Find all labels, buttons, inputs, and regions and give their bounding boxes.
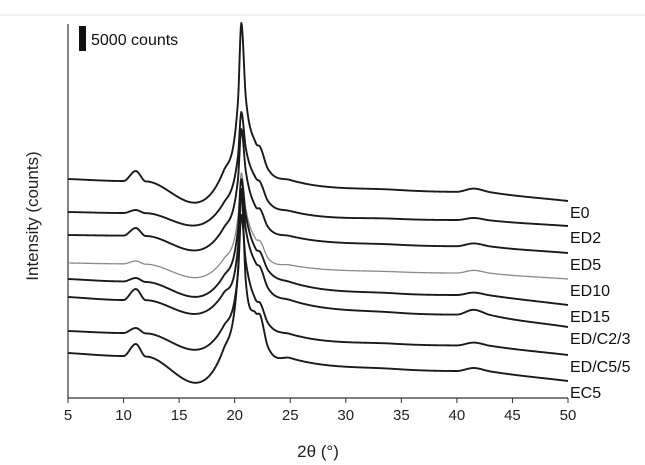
series-line-ed10 [67,172,569,280]
series-label-ed-c5-5: ED/C5/5 [570,359,631,376]
series-labels: E0 ED2 ED5 ED10 ED15 ED/C2/3 ED/C5/5 EC5 [570,205,631,402]
x-axis-ticks [67,398,569,403]
x-tick-label: 5 [64,407,72,424]
x-tick-label: 15 [171,407,188,424]
x-axis-tick-labels: 5 10 15 20 25 30 35 40 45 50 [64,407,577,424]
series-label-ed2: ED2 [570,230,601,247]
x-tick-label: 20 [226,407,243,424]
plot-area: 5 10 15 20 25 30 35 40 45 50 E0 ED2 ED5 ED10 ED15 ED/C… [64,22,631,424]
series-line-e0 [67,22,569,204]
series-label-ed10: ED10 [570,283,610,300]
series-label-ed15: ED15 [570,309,610,326]
scale-bar-label: 5000 counts [91,32,178,49]
x-tick-label: 10 [115,407,132,424]
scale-bar-rect [79,26,86,51]
x-tick-label: 50 [560,407,577,424]
x-tick-label: 40 [449,407,466,424]
series-label-ed-c2-3: ED/C2/3 [570,331,631,348]
x-axis-title: 2θ (°) [297,442,339,461]
series-line-ed5 [67,128,569,254]
series-line-ed-c2-3 [67,188,569,328]
series-group [67,22,569,384]
series-line-ed15 [67,178,569,306]
series-label-ec5: EC5 [570,385,601,402]
x-tick-label: 35 [393,407,410,424]
x-tick-label: 30 [337,407,354,424]
series-label-ed5: ED5 [570,257,601,274]
series-line-ed2 [67,111,569,227]
x-tick-label: 45 [504,407,521,424]
x-tick-label: 25 [282,407,299,424]
series-line-ec5 [67,190,569,384]
series-label-e0: E0 [570,205,590,222]
y-axis-title: Intensity (counts) [23,151,42,280]
scale-bar: 5000 counts [79,26,178,51]
series-line-ed-c5-5 [67,214,569,356]
